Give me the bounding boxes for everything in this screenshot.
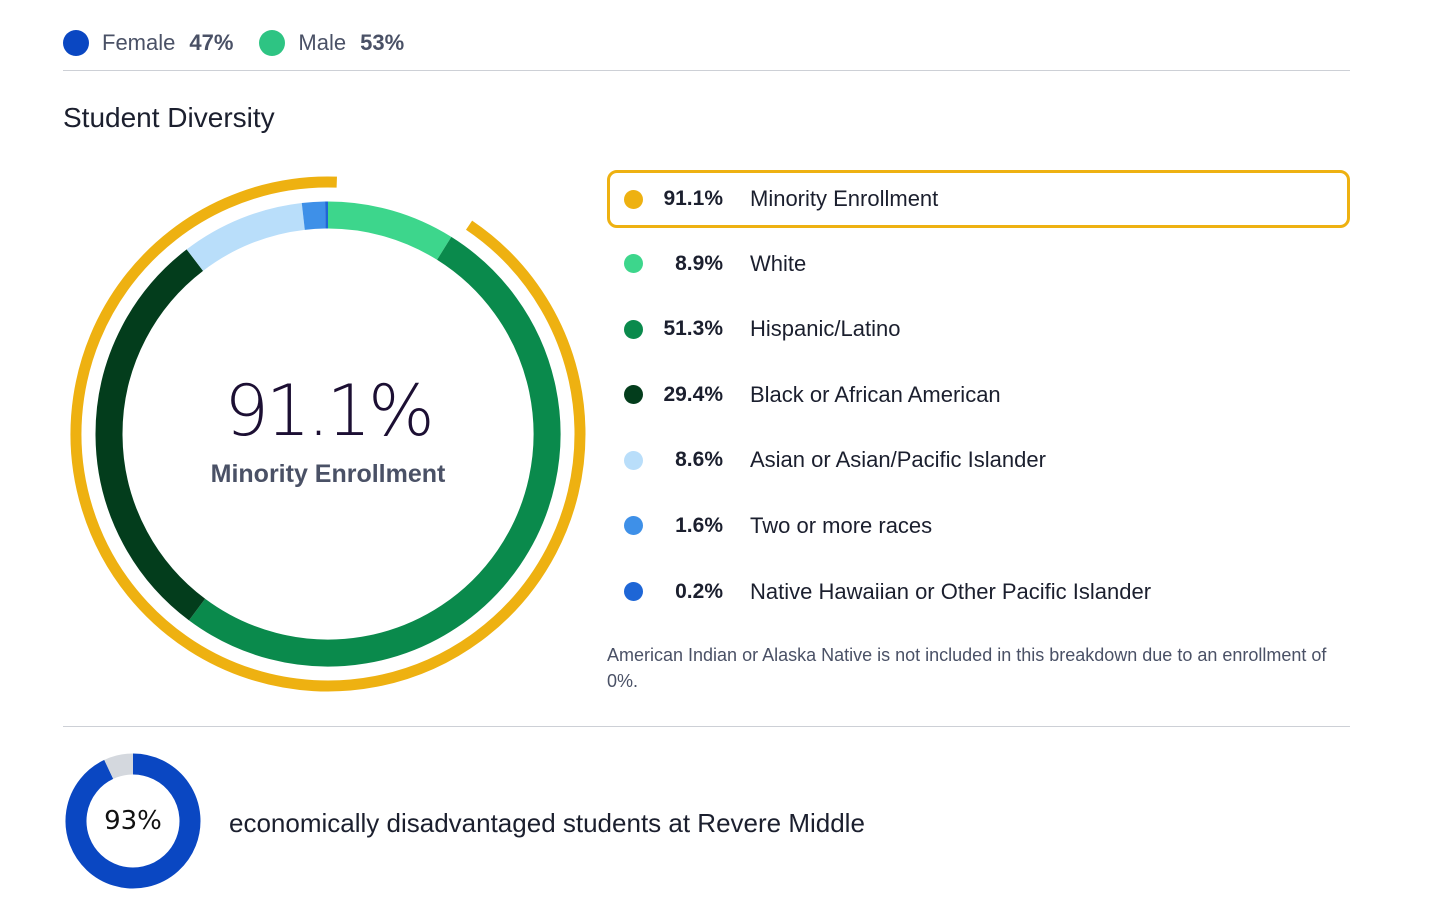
gender-label: Female [102,30,176,55]
legend-percent: 0.2% [675,579,723,603]
legend-color-dot [624,385,643,405]
donut-segment [301,201,326,230]
legend-label: Minority Enrollment [750,186,939,211]
legend-percent: 51.3% [663,317,723,341]
diversity-donut-chart [70,176,586,692]
legend-percent: 91.1% [663,187,723,210]
center-value: 91.1% [224,370,434,452]
legend-item[interactable]: 0.2% Native Hawaiian or Other Pacific Isl… [607,562,1350,622]
legend-percent: 8.9% [675,251,723,275]
legend-color-dot [624,254,643,274]
legend-label: Two or more races [750,512,933,538]
gender-percent: 47% [189,30,234,55]
legend-label: White [750,250,807,276]
divider [63,70,1350,71]
economic-donut-chart [65,753,201,889]
minority-highlight-arc [70,176,586,692]
legend-color-dot [624,582,643,602]
economic-caption: economically disadvantaged students at R… [229,808,865,838]
legend-item[interactable]: 8.9% White [607,234,1350,294]
gender-female: Female 47% [63,30,233,56]
divider [63,726,1350,727]
footnote: American Indian or Alaska Native is not … [607,645,1327,691]
legend-item[interactable]: 91.1% Minority Enrollment [607,170,1350,228]
donut-segment [327,201,452,260]
donut-segment [186,202,306,271]
economic-percent: 93% [104,806,162,836]
gender-label: Male [298,30,347,55]
legend-item[interactable]: 1.6% Two or more races [607,496,1350,556]
legend-label: Asian or Asian/Pacific Islander [750,447,1046,473]
legend-color-dot [624,516,643,536]
legend-item[interactable]: 51.3% Hispanic/Latino [607,299,1350,359]
legend-percent: 1.6% [675,513,723,537]
section-title: Student Diversity [63,102,275,133]
gender-male: Male 53% [259,30,404,56]
gender-percent: 53% [360,30,405,55]
legend-label: Hispanic/Latino [750,316,901,342]
diversity-legend: 91.1% Minority Enrollment 8.9% White 51.3% Hi… [607,170,1350,627]
legend-item[interactable]: 29.4% Black or African American [607,365,1350,425]
legend-label: Native Hawaiian or Other Pacific Islande… [750,578,1152,604]
gender-legend: Female 47% Male 53% [63,28,430,58]
donut-segment [95,249,206,621]
legend-label: Black or African American [750,381,1001,407]
center-label: Minority Enrollment [210,460,446,488]
legend-item[interactable]: 8.6% Asian or Asian/Pacific Islander [607,430,1350,490]
female-color-dot [63,30,89,56]
legend-percent: 8.6% [675,448,723,472]
male-color-dot [259,30,286,56]
legend-color-dot [624,450,643,470]
economic-disadvantaged-segment [65,753,201,889]
donut-segment [189,236,561,667]
economic-remainder-segment [104,753,134,780]
legend-color-dot [624,319,643,339]
legend-color-dot [624,189,643,209]
legend-percent: 29.4% [663,382,723,406]
